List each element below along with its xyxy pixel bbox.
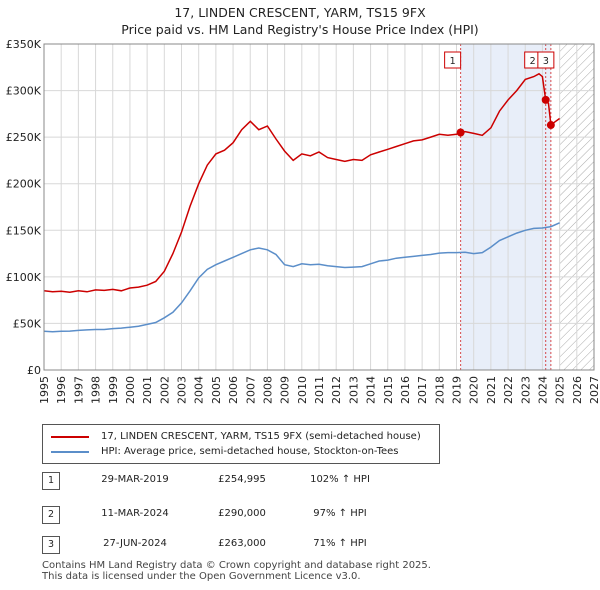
table-row: 1 29-MAR-2019 £254,995 102% ↑ HPI <box>42 472 442 490</box>
x-tick-label: 2018 <box>433 376 446 404</box>
x-tick-label: 2015 <box>382 376 395 404</box>
transaction-date: 29-MAR-2019 <box>101 474 169 485</box>
transaction-hpi-diff: 97% ↑ HPI <box>313 508 367 519</box>
legend-label-hpi: HPI: Average price, semi-detached house,… <box>101 446 399 457</box>
table-row: 3 27-JUN-2024 £263,000 71% ↑ HPI <box>42 536 442 554</box>
sale-marker-label: 3 <box>543 56 549 67</box>
chart-title: 17, LINDEN CRESCENT, YARM, TS15 9FX Pric… <box>0 4 600 38</box>
sale-point <box>456 128 465 137</box>
title-line-1: 17, LINDEN CRESCENT, YARM, TS15 9FX <box>174 5 426 20</box>
y-tick-label: £50K <box>13 317 42 330</box>
price-chart: 1 2 3 £0 £50K £100K £150K £200K £250K £300K £350K 1… <box>6 38 600 404</box>
x-tick-label: 2003 <box>176 376 189 404</box>
legend-swatch-hpi <box>51 451 89 453</box>
transaction-number: 1 <box>42 472 60 490</box>
y-tick-label: £150K <box>6 224 42 237</box>
x-tick-label: 2020 <box>468 376 481 404</box>
plot-border <box>43 43 595 371</box>
sale-point <box>546 121 555 130</box>
x-tick-label: 2023 <box>519 376 532 404</box>
sale-period-shading <box>460 44 551 370</box>
transaction-number: 3 <box>42 536 60 554</box>
sale-point <box>541 95 550 104</box>
y-tick-label: £0 <box>27 364 41 377</box>
title-line-2: Price paid vs. HM Land Registry's House … <box>121 22 479 37</box>
sale-marker-box <box>444 51 462 69</box>
x-tick-label: 2007 <box>244 376 257 404</box>
x-tick-label: 2025 <box>554 376 567 404</box>
sale-marker-label: 1 <box>450 56 456 67</box>
x-tick-label: 2012 <box>330 376 343 404</box>
property-price-line <box>43 72 561 293</box>
x-tick-label: 2014 <box>365 376 378 404</box>
legend: 17, LINDEN CRESCENT, YARM, TS15 9FX (sem… <box>42 424 440 464</box>
legend-swatch-property <box>51 436 89 438</box>
transaction-price: £263,000 <box>218 538 266 549</box>
x-tick-label: 2013 <box>347 376 360 404</box>
x-tick-label: 2016 <box>399 376 412 404</box>
x-tick-label: 1997 <box>72 376 85 404</box>
y-tick-label: £250K <box>6 131 42 144</box>
x-tick-label: 1998 <box>90 376 103 404</box>
x-tick-label: 2024 <box>536 376 549 404</box>
x-tick-label: 2005 <box>210 376 223 404</box>
x-tick-label: 2000 <box>124 376 137 404</box>
x-tick-label: 2010 <box>296 376 309 404</box>
y-tick-label: £100K <box>6 271 42 284</box>
transaction-number: 2 <box>42 506 60 524</box>
x-tick-label: 2017 <box>416 376 429 404</box>
footer-line-2: This data is licensed under the Open Gov… <box>42 571 361 582</box>
y-tick-label: £350K <box>6 38 42 51</box>
sale-marker-label: 2 <box>530 56 536 67</box>
x-tick-label: 2009 <box>279 376 292 404</box>
transaction-date: 11-MAR-2024 <box>101 508 169 519</box>
x-tick-label: 1996 <box>55 376 68 404</box>
transaction-price: £290,000 <box>218 508 266 519</box>
x-tick-label: 1995 <box>38 376 51 404</box>
hpi-line <box>43 222 560 333</box>
x-tick-label: 1999 <box>107 376 120 404</box>
x-tick-label: 2006 <box>227 376 240 404</box>
transaction-hpi-diff: 102% ↑ HPI <box>310 474 370 485</box>
x-tick-label: 2026 <box>571 376 584 404</box>
x-tick-label: 2022 <box>502 376 515 404</box>
x-tick-label: 2004 <box>193 376 206 404</box>
transaction-hpi-diff: 71% ↑ HPI <box>313 538 367 549</box>
x-tick-label: 2027 <box>588 376 600 404</box>
x-tick-label: 2008 <box>261 376 274 404</box>
x-tick-label: 2021 <box>485 376 498 404</box>
y-tick-label: £300K <box>6 85 42 98</box>
legend-label-property: 17, LINDEN CRESCENT, YARM, TS15 9FX (sem… <box>101 431 421 442</box>
footer: Contains HM Land Registry data © Crown c… <box>42 560 431 582</box>
table-row: 2 11-MAR-2024 £290,000 97% ↑ HPI <box>42 506 442 524</box>
y-tick-label: £200K <box>6 178 42 191</box>
x-tick-label: 2002 <box>158 376 171 404</box>
sale-marker-box <box>537 51 555 69</box>
transaction-date: 27-JUN-2024 <box>103 538 167 549</box>
x-tick-label: 2011 <box>313 376 326 404</box>
footer-line-1: Contains HM Land Registry data © Crown c… <box>42 560 431 571</box>
transaction-price: £254,995 <box>218 474 266 485</box>
x-tick-label: 2019 <box>451 376 464 404</box>
x-tick-label: 2001 <box>141 376 154 404</box>
